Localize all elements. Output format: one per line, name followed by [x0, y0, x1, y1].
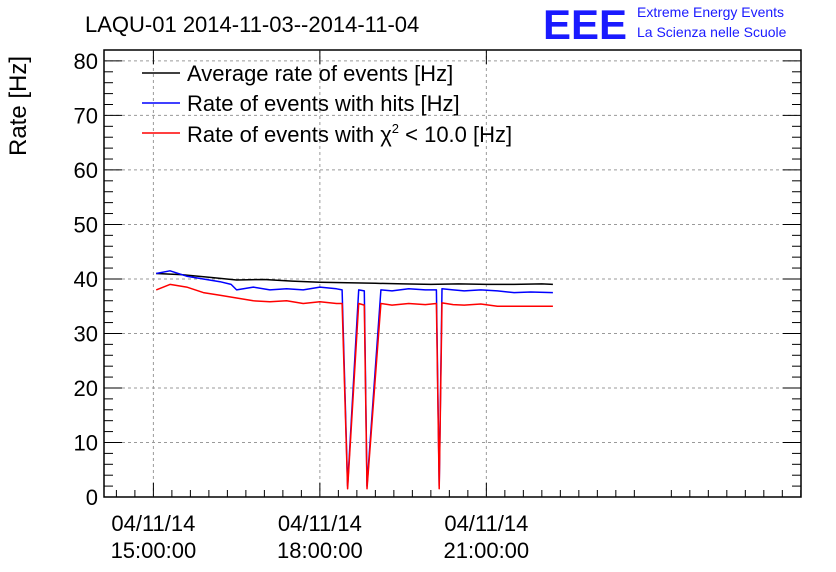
chart-title: LAQU-01 2014-11-03--2014-11-04	[85, 12, 419, 37]
legend-label-average: Average rate of events [Hz]	[187, 61, 453, 86]
y-tick-label: 0	[86, 485, 98, 510]
y-tick-label: 80	[74, 49, 98, 74]
x-tick-label-date: 04/11/14	[444, 511, 528, 536]
series-lines	[155, 270, 553, 490]
grid	[104, 50, 801, 497]
y-tick-label: 20	[74, 376, 98, 401]
y-axis-label: Rate [Hz]	[5, 56, 32, 156]
x-tick-label-date: 04/11/14	[278, 511, 362, 536]
legend-label-hits: Rate of events with hits [Hz]	[187, 91, 460, 116]
y-tick-label: 60	[74, 158, 98, 183]
legend-label-chi2: Rate of events with χ2 < 10.0 [Hz]	[187, 121, 512, 147]
y-tick-label: 70	[74, 103, 98, 128]
x-tick-label-time: 21:00:00	[444, 538, 530, 563]
plot-frame	[103, 49, 802, 498]
legend: Average rate of events [Hz] Rate of even…	[142, 61, 512, 147]
y-axis: 0 10 20 30 40 50 60 70 80	[74, 49, 801, 510]
logo-line2: La Scienza nelle Scuole	[637, 24, 787, 40]
logo-mark: EEE	[543, 1, 627, 48]
x-tick-label-time: 18:00:00	[277, 538, 363, 563]
y-tick-label: 40	[74, 267, 98, 292]
series-chi2-line	[155, 283, 553, 490]
x-axis: 04/11/1415:00:0004/11/1418:00:0004/11/14…	[111, 50, 802, 563]
series-hits-line	[156, 270, 553, 487]
series-average-line	[156, 272, 553, 286]
eee-logo: EEE Extreme Energy Events La Scienza nel…	[543, 1, 787, 48]
x-tick-label-date: 04/11/14	[111, 511, 195, 536]
y-tick-label: 50	[74, 212, 98, 237]
x-tick-label-time: 15:00:00	[111, 538, 197, 563]
logo-line1: Extreme Energy Events	[637, 4, 784, 20]
y-tick-label: 10	[74, 430, 98, 455]
y-tick-label: 30	[74, 321, 98, 346]
